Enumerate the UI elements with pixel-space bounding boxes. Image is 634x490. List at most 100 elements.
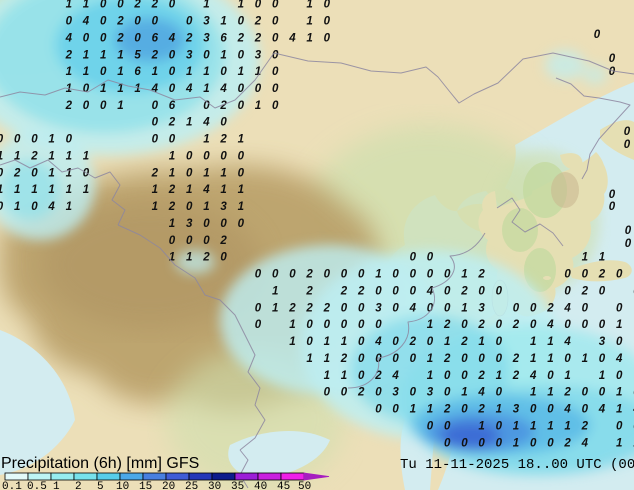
svg-text:2: 2: [151, 0, 159, 11]
svg-text:0.1: 0.1: [2, 481, 22, 490]
svg-text:0: 0: [444, 302, 451, 314]
svg-text:0: 0: [427, 420, 434, 432]
svg-text:0: 0: [599, 319, 606, 331]
svg-text:0: 0: [616, 269, 623, 281]
svg-text:0: 0: [392, 269, 399, 281]
svg-text:0: 0: [238, 167, 245, 179]
svg-text:3: 3: [255, 49, 262, 61]
svg-text:1: 1: [564, 420, 570, 432]
svg-text:1: 1: [169, 218, 175, 230]
svg-text:1: 1: [238, 184, 244, 196]
svg-text:1: 1: [547, 387, 553, 399]
svg-text:1: 1: [599, 370, 605, 382]
svg-text:0: 0: [169, 49, 176, 61]
svg-text:25: 25: [185, 481, 198, 490]
svg-text:2: 2: [116, 16, 124, 28]
svg-text:1: 1: [547, 420, 553, 432]
svg-text:1: 1: [255, 100, 261, 112]
svg-text:1: 1: [289, 319, 295, 331]
svg-text:0: 0: [324, 319, 331, 331]
svg-text:0: 0: [14, 134, 21, 146]
svg-text:0: 0: [341, 319, 348, 331]
svg-text:2: 2: [512, 370, 520, 382]
svg-text:3: 3: [392, 387, 399, 399]
svg-text:0: 0: [358, 370, 365, 382]
svg-text:45: 45: [277, 481, 290, 490]
svg-text:5: 5: [97, 481, 104, 490]
svg-text:0: 0: [375, 319, 382, 331]
svg-text:1: 1: [48, 134, 54, 146]
svg-text:2: 2: [340, 285, 348, 297]
svg-text:1: 1: [616, 437, 622, 449]
svg-text:0: 0: [530, 319, 537, 331]
svg-text:1: 1: [324, 353, 330, 365]
svg-text:0: 0: [324, 16, 331, 28]
svg-text:0: 0: [358, 353, 365, 365]
svg-text:0: 0: [599, 387, 606, 399]
svg-text:0: 0: [238, 100, 245, 112]
svg-text:40: 40: [254, 481, 267, 490]
svg-text:1: 1: [220, 49, 226, 61]
svg-text:0: 0: [31, 167, 38, 179]
svg-text:0: 0: [410, 353, 417, 365]
svg-text:4: 4: [563, 302, 571, 314]
svg-text:0: 0: [392, 302, 399, 314]
svg-text:0: 0: [599, 353, 606, 365]
svg-text:0: 0: [272, 0, 279, 11]
svg-text:2: 2: [443, 353, 451, 365]
svg-text:4: 4: [529, 370, 537, 382]
svg-text:1: 1: [31, 184, 37, 196]
svg-text:0: 0: [444, 285, 451, 297]
svg-text:1: 1: [152, 201, 158, 213]
svg-text:2: 2: [133, 0, 141, 11]
svg-text:2: 2: [409, 336, 417, 348]
svg-text:1: 1: [83, 0, 89, 11]
svg-text:1: 1: [461, 269, 467, 281]
svg-text:1: 1: [616, 319, 622, 331]
svg-text:1: 1: [427, 319, 433, 331]
svg-text:4: 4: [202, 117, 210, 129]
svg-text:0: 0: [496, 437, 503, 449]
svg-text:0: 0: [496, 285, 503, 297]
svg-text:0: 0: [609, 189, 616, 201]
svg-text:1: 1: [496, 404, 502, 416]
svg-text:0: 0: [410, 285, 417, 297]
svg-text:1: 1: [478, 420, 484, 432]
svg-text:2: 2: [477, 404, 485, 416]
svg-text:1: 1: [14, 184, 20, 196]
svg-text:0: 0: [547, 370, 554, 382]
svg-text:0: 0: [358, 336, 365, 348]
svg-text:Precipitation (6h) [mm] GFS: Precipitation (6h) [mm] GFS: [1, 455, 199, 472]
svg-text:1: 1: [83, 49, 89, 61]
svg-text:0: 0: [83, 83, 90, 95]
svg-text:1: 1: [306, 16, 312, 28]
svg-text:0: 0: [238, 16, 245, 28]
svg-text:1: 1: [220, 167, 226, 179]
svg-text:0: 0: [478, 437, 485, 449]
svg-text:0: 0: [238, 151, 245, 163]
svg-text:0: 0: [152, 100, 159, 112]
svg-text:1: 1: [66, 184, 72, 196]
svg-text:0: 0: [31, 201, 38, 213]
svg-text:4: 4: [288, 32, 296, 44]
svg-text:0: 0: [100, 100, 107, 112]
svg-text:0: 0: [272, 66, 279, 78]
svg-text:1: 1: [0, 151, 3, 163]
svg-text:0: 0: [444, 387, 451, 399]
svg-text:0: 0: [220, 66, 227, 78]
svg-text:1: 1: [203, 167, 209, 179]
svg-text:1: 1: [272, 302, 278, 314]
svg-text:1: 1: [496, 370, 502, 382]
svg-text:1: 1: [547, 336, 553, 348]
svg-text:4: 4: [168, 32, 176, 44]
svg-text:1: 1: [186, 184, 192, 196]
svg-text:1: 1: [564, 370, 570, 382]
svg-text:2: 2: [477, 370, 485, 382]
svg-text:1: 1: [272, 285, 278, 297]
svg-text:0: 0: [478, 285, 485, 297]
svg-text:1: 1: [48, 184, 54, 196]
svg-text:1: 1: [220, 184, 226, 196]
svg-text:0: 0: [582, 404, 589, 416]
svg-text:0: 0: [186, 167, 193, 179]
svg-text:35: 35: [231, 481, 244, 490]
